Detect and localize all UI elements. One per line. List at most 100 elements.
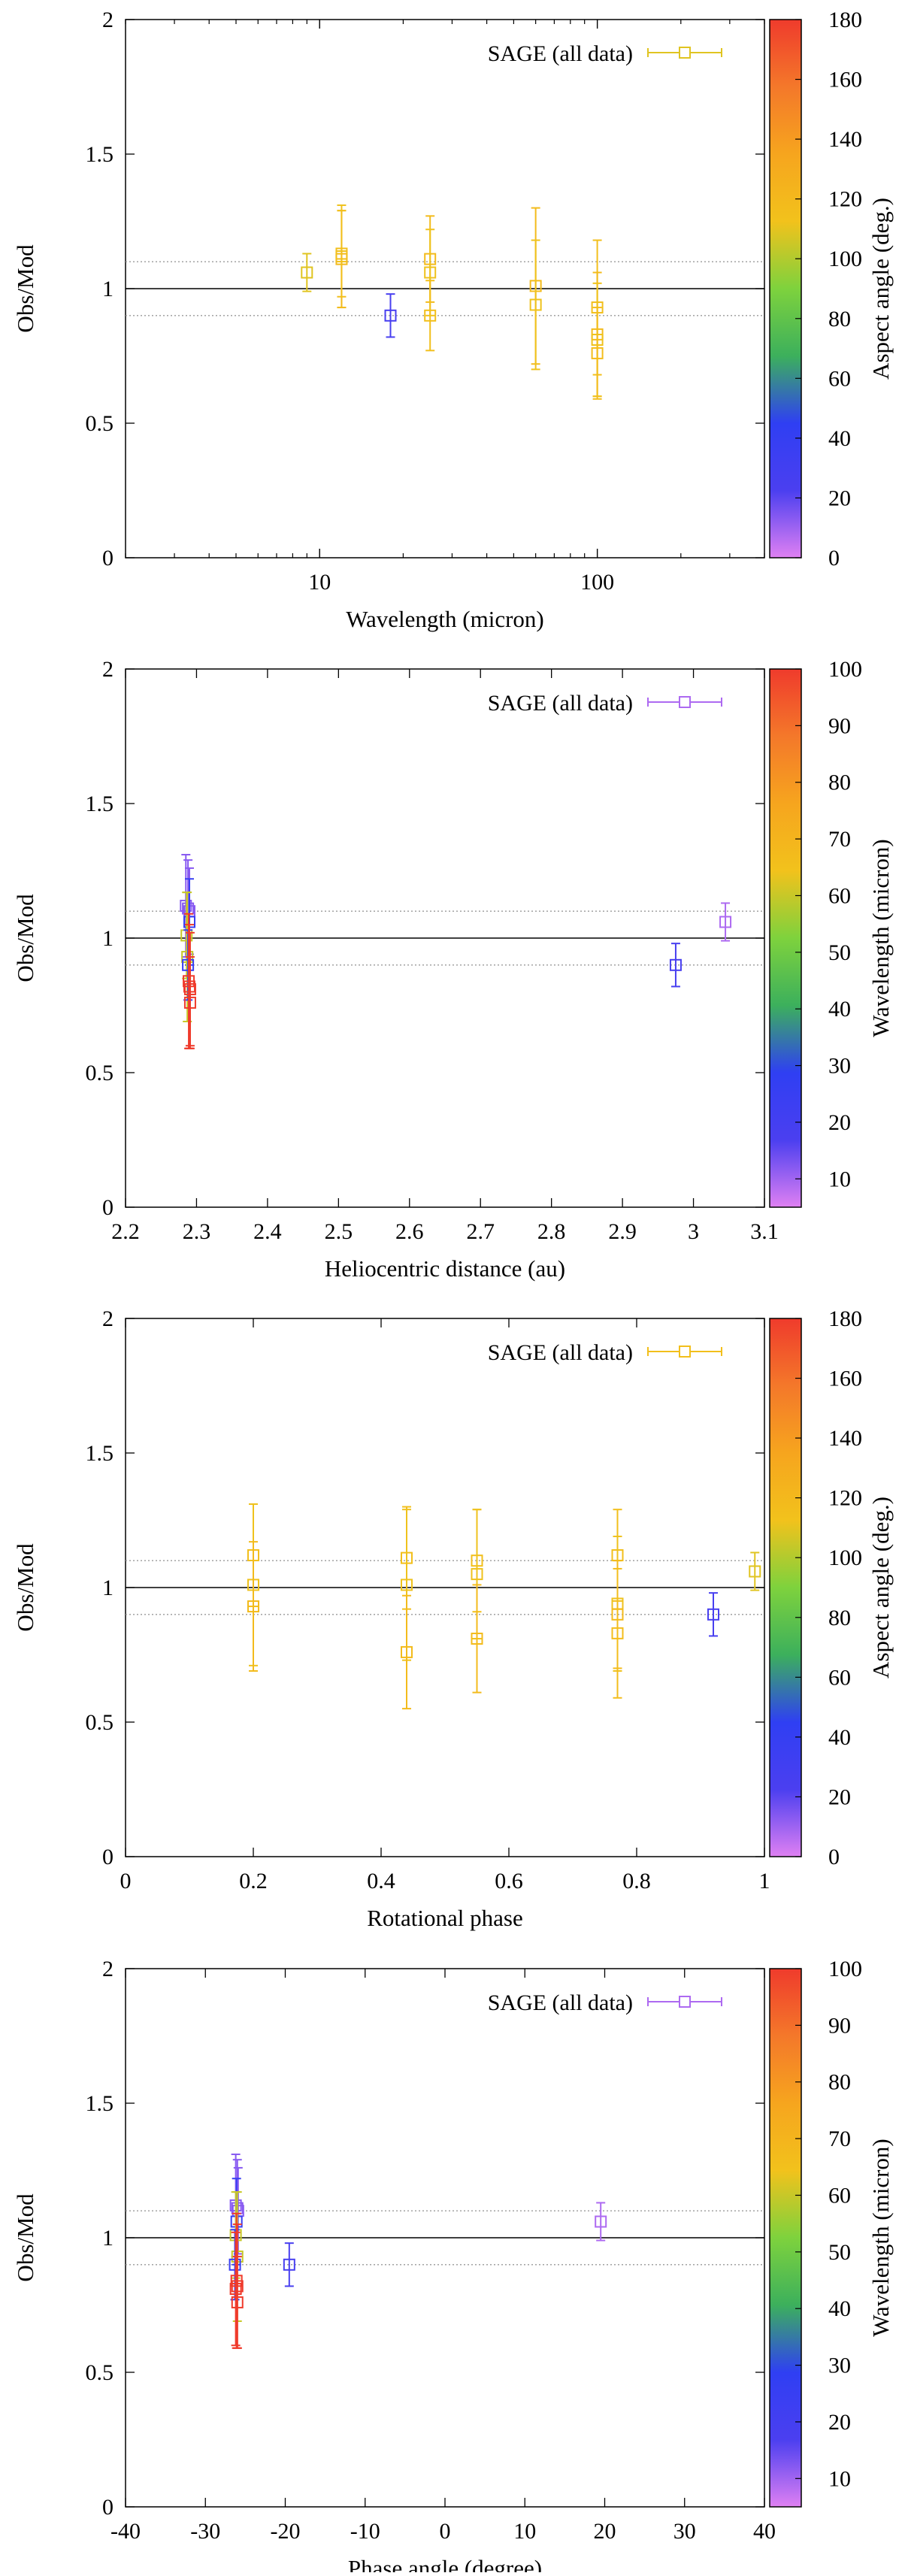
colorbar-tick-label: 100 — [828, 1957, 862, 1981]
colorbar — [769, 19, 802, 558]
x-tick-label: 2.7 — [466, 1219, 495, 1244]
y-tick-label: 2 — [102, 1957, 114, 1981]
data-point — [229, 2258, 241, 2271]
y-tick-label: 0 — [102, 546, 114, 571]
legend-marker — [679, 47, 691, 59]
colorbar-tick-label: 10 — [828, 1167, 851, 1191]
x-tick-label: 10 — [308, 570, 331, 595]
y-axis-label: Obs/Mod — [12, 894, 38, 982]
colorbar-label: Aspect angle (deg.) — [867, 1497, 894, 1678]
data-point — [401, 1645, 413, 1658]
colorbar-tick-label: 50 — [828, 940, 851, 965]
data-point — [471, 1633, 483, 1645]
colorbar-tick-label: 180 — [828, 8, 862, 32]
y-tick-label: 2 — [102, 8, 114, 32]
x-tick-label: -10 — [350, 2519, 380, 2544]
x-tick-label: 2.8 — [537, 1219, 566, 1244]
colorbar-tick-label: 90 — [828, 713, 851, 738]
data-point — [669, 958, 682, 971]
colorbar-tick-label: 40 — [828, 426, 851, 451]
legend-marker — [679, 696, 691, 708]
x-tick-label: 40 — [753, 2519, 776, 2544]
x-tick-label: -30 — [190, 2519, 220, 2544]
y-axis-label: Obs/Mod — [12, 244, 38, 333]
colorbar-tick-label: 20 — [828, 1110, 851, 1135]
y-tick-label: 1.5 — [86, 1441, 114, 1466]
data-point — [384, 309, 397, 322]
y-tick-label: 2 — [102, 1306, 114, 1331]
y-tick-label: 0.5 — [86, 1061, 114, 1085]
x-axis-label: Phase angle (degree) — [348, 2555, 542, 2572]
colorbar-tick-label: 160 — [828, 68, 862, 92]
colorbar-tick-label: 100 — [828, 1545, 862, 1570]
x-tick-label: 30 — [673, 2519, 696, 2544]
colorbar-tick-label: 140 — [828, 1426, 862, 1451]
x-tick-label: 2.6 — [395, 1219, 424, 1244]
colorbar-tick-label: 40 — [828, 997, 851, 1022]
data-point — [283, 2258, 295, 2271]
colorbar-tick-label: 80 — [828, 770, 851, 795]
x-tick-label: 0.2 — [239, 1869, 268, 1893]
colorbar-tick-label: 40 — [828, 1725, 851, 1750]
x-tick-label: 100 — [580, 570, 614, 595]
colorbar-tick-label: 160 — [828, 1367, 862, 1391]
colorbar-label: Wavelength (micron) — [867, 2139, 894, 2337]
x-tick-label: -40 — [110, 2519, 141, 2544]
colorbar-tick-label: 120 — [828, 187, 862, 212]
x-tick-label: 3 — [688, 1219, 699, 1244]
data-point — [229, 2283, 242, 2296]
y-tick-label: 1 — [102, 2226, 114, 2251]
x-axis-label: Wavelength (micron) — [346, 606, 544, 632]
x-tick-label: 2.4 — [253, 1219, 282, 1244]
colorbar-tick-label: 0 — [828, 546, 840, 571]
legend-marker — [679, 1996, 691, 2008]
colorbar-tick-label: 60 — [828, 366, 851, 391]
x-tick-label: 0 — [440, 2519, 451, 2544]
colorbar-label: Aspect angle (deg.) — [867, 198, 894, 380]
colorbar-tick-label: 0 — [828, 1845, 840, 1869]
x-tick-label: 2.5 — [325, 1219, 353, 1244]
y-tick-label: 1 — [102, 1576, 114, 1600]
data-point — [231, 2296, 244, 2308]
legend-label: SAGE (all data) — [488, 41, 633, 66]
colorbar-tick-label: 90 — [828, 2013, 851, 2038]
colorbar-tick-label: 30 — [828, 1054, 851, 1079]
colorbar — [769, 1968, 802, 2508]
x-tick-label: 0.6 — [495, 1869, 523, 1893]
x-tick-label: 20 — [594, 2519, 616, 2544]
colorbar-tick-label: 140 — [828, 127, 862, 152]
colorbar-tick-label: 10 — [828, 2466, 851, 2491]
y-tick-label: 1.5 — [86, 142, 114, 167]
x-tick-label: 3.1 — [750, 1219, 779, 1244]
colorbar-tick-label: 80 — [828, 1606, 851, 1630]
data-point — [595, 2215, 607, 2228]
legend-marker — [679, 1346, 691, 1358]
x-tick-label: 0 — [120, 1869, 132, 1893]
y-tick-label: 2 — [102, 657, 114, 682]
legend-label: SAGE (all data) — [488, 1990, 633, 2015]
colorbar-tick-label: 60 — [828, 2183, 851, 2208]
y-tick-label: 1 — [102, 926, 114, 951]
colorbar-tick-label: 60 — [828, 883, 851, 908]
colorbar-tick-label: 180 — [828, 1306, 862, 1331]
y-axis-label: Obs/Mod — [12, 2193, 38, 2282]
data-point — [749, 1565, 761, 1578]
colorbar-tick-label: 120 — [828, 1486, 862, 1511]
data-point — [529, 298, 542, 311]
y-axis-label: Obs/Mod — [12, 1543, 38, 1632]
x-tick-label: 10 — [513, 2519, 536, 2544]
y-tick-label: 1.5 — [86, 792, 114, 816]
y-tick-label: 0.5 — [86, 2360, 114, 2385]
colorbar-tick-label: 50 — [828, 2240, 851, 2265]
data-point — [401, 1579, 413, 1591]
x-tick-label: 2.2 — [111, 1219, 140, 1244]
data-point — [719, 916, 732, 928]
data-point — [247, 1600, 259, 1613]
y-tick-label: 0.5 — [86, 411, 114, 436]
data-point — [183, 996, 196, 1009]
colorbar-tick-label: 80 — [828, 2070, 851, 2095]
colorbar-tick-label: 100 — [828, 247, 862, 271]
data-point — [591, 347, 604, 359]
y-tick-label: 1.5 — [86, 2091, 114, 2116]
